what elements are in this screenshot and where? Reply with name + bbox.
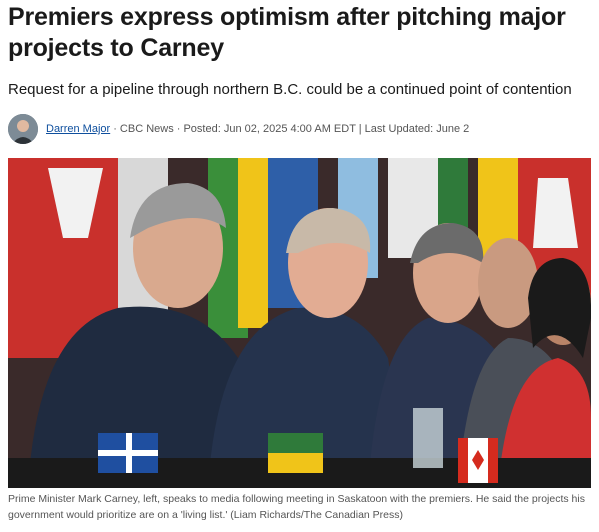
article-photo <box>8 158 591 488</box>
author-avatar <box>8 114 38 144</box>
byline: Darren Major · CBC News · Posted: Jun 02… <box>8 113 469 145</box>
author-link[interactable]: Darren Major <box>46 123 111 135</box>
photo-caption: Prime Minister Mark Carney, left, speaks… <box>8 493 585 521</box>
headline: Premiers express optimism after pitching… <box>8 3 566 62</box>
subtitle: Request for a pipeline through northern … <box>8 81 572 98</box>
byline-details: · CBC News · Posted: Jun 02, 2025 4:00 A… <box>113 123 470 135</box>
avatar-image <box>8 114 38 144</box>
